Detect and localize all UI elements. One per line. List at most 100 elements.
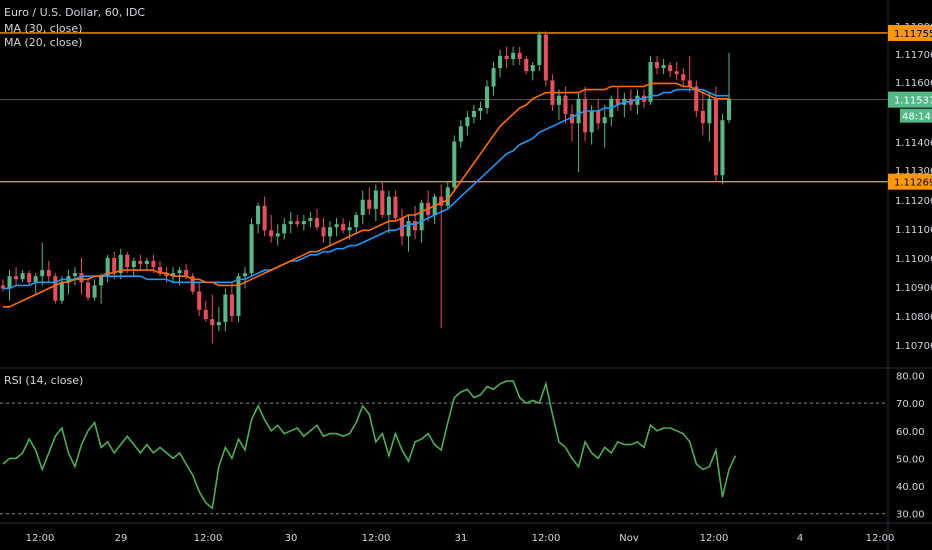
candle-body[interactable]: [465, 117, 470, 127]
candle-body[interactable]: [164, 273, 169, 277]
candle-body[interactable]: [478, 107, 483, 111]
candle-body[interactable]: [40, 270, 45, 277]
candle-body[interactable]: [79, 273, 84, 283]
candle-body[interactable]: [602, 117, 607, 124]
candle-body[interactable]: [295, 221, 300, 225]
candle-body[interactable]: [314, 218, 319, 228]
candle-body[interactable]: [327, 227, 333, 237]
candle-body[interactable]: [419, 202, 424, 231]
candle-body[interactable]: [27, 273, 32, 283]
candle-body[interactable]: [445, 187, 450, 206]
candle-body[interactable]: [269, 230, 274, 237]
candle-body[interactable]: [439, 196, 444, 206]
candle-body[interactable]: [615, 98, 620, 105]
candle-body[interactable]: [59, 282, 64, 301]
candle-body[interactable]: [131, 260, 136, 268]
candle-body[interactable]: [367, 199, 372, 209]
candle-body[interactable]: [197, 291, 202, 310]
candle-body[interactable]: [726, 98, 732, 121]
candle-body[interactable]: [543, 34, 548, 81]
price-pane[interactable]: [0, 31, 888, 344]
candle-body[interactable]: [386, 196, 391, 216]
candle-body[interactable]: [210, 319, 215, 326]
candle-body[interactable]: [112, 257, 117, 274]
candle-body[interactable]: [321, 227, 326, 237]
candle-body[interactable]: [504, 55, 509, 59]
candle-body[interactable]: [406, 221, 411, 237]
candle-body[interactable]: [216, 322, 221, 326]
candle-body[interactable]: [380, 190, 385, 216]
candle-body[interactable]: [92, 285, 97, 298]
candle-body[interactable]: [530, 65, 535, 72]
candle-body[interactable]: [471, 110, 476, 118]
candle-body[interactable]: [138, 260, 143, 264]
candle-body[interactable]: [569, 114, 575, 124]
candle-body[interactable]: [687, 80, 692, 87]
candle-body[interactable]: [413, 221, 418, 231]
candle-body[interactable]: [288, 221, 293, 225]
candle-body[interactable]: [105, 257, 110, 277]
candle-body[interactable]: [661, 65, 666, 69]
candle-body[interactable]: [33, 276, 38, 283]
candle-body[interactable]: [498, 55, 503, 69]
candle-body[interactable]: [694, 86, 699, 111]
candle-body[interactable]: [46, 270, 51, 277]
candle-body[interactable]: [484, 86, 490, 108]
candle-body[interactable]: [511, 52, 516, 59]
candle-body[interactable]: [177, 270, 182, 274]
candle-body[interactable]: [7, 276, 12, 289]
candle-body[interactable]: [360, 199, 365, 216]
candle-body[interactable]: [236, 276, 241, 316]
candle-body[interactable]: [517, 52, 522, 59]
candle-body[interactable]: [190, 276, 195, 292]
candle-body[interactable]: [707, 98, 712, 124]
candle-body[interactable]: [125, 254, 130, 268]
candle-body[interactable]: [99, 276, 104, 286]
candle-body[interactable]: [0, 285, 6, 289]
candle-body[interactable]: [157, 267, 163, 274]
candle-body[interactable]: [583, 98, 588, 133]
candle-body[interactable]: [53, 276, 58, 301]
candle-body[interactable]: [256, 205, 261, 225]
candle-body[interactable]: [184, 270, 189, 277]
candle-body[interactable]: [524, 58, 529, 72]
candle-body[interactable]: [491, 68, 496, 87]
candle-body[interactable]: [171, 273, 176, 277]
candle-body[interactable]: [118, 254, 123, 274]
candle-body[interactable]: [458, 126, 463, 142]
candle-body[interactable]: [563, 95, 568, 115]
rsi-pane[interactable]: [0, 380, 888, 515]
candle-body[interactable]: [635, 95, 640, 105]
candle-body[interactable]: [223, 294, 228, 323]
candle-body[interactable]: [85, 282, 91, 298]
candle-body[interactable]: [713, 98, 718, 176]
candle-body[interactable]: [229, 294, 234, 316]
candle-body[interactable]: [72, 273, 77, 277]
candle-body[interactable]: [596, 110, 601, 124]
candle-body[interactable]: [700, 110, 705, 124]
candle-body[interactable]: [576, 98, 581, 124]
candle-body[interactable]: [393, 196, 398, 219]
candle-body[interactable]: [537, 34, 542, 66]
candle-body[interactable]: [720, 120, 725, 176]
candle-body[interactable]: [14, 276, 19, 280]
candle-body[interactable]: [347, 227, 352, 231]
candle-body[interactable]: [242, 273, 248, 277]
candle-body[interactable]: [668, 65, 673, 72]
candle-body[interactable]: [373, 190, 378, 209]
candle-body[interactable]: [452, 141, 457, 188]
candle-body[interactable]: [262, 205, 267, 231]
candle-body[interactable]: [203, 309, 208, 320]
candle-body[interactable]: [20, 273, 25, 280]
candle-body[interactable]: [674, 71, 679, 75]
candle-body[interactable]: [249, 224, 254, 274]
candle-body[interactable]: [301, 221, 306, 225]
candle-body[interactable]: [334, 224, 339, 228]
candle-body[interactable]: [681, 74, 686, 81]
candle-body[interactable]: [275, 233, 280, 237]
candle-body[interactable]: [151, 260, 156, 268]
candle-body[interactable]: [354, 215, 359, 228]
candle-body[interactable]: [589, 110, 594, 133]
candle-body[interactable]: [144, 260, 149, 264]
